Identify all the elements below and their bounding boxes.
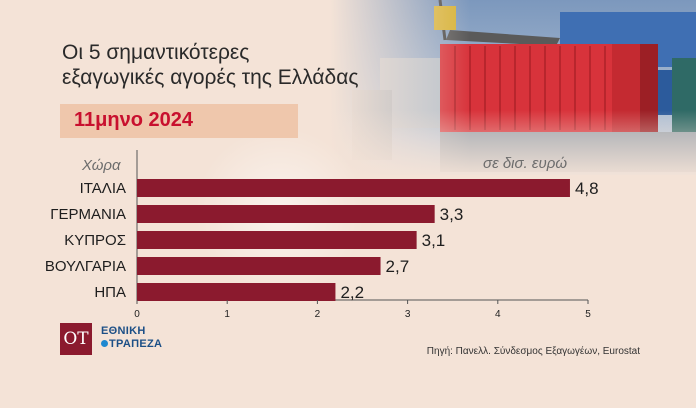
bank-logo: ΕΘΝΙΚΗ ΤΡΑΠΕΖΑ [101, 325, 162, 351]
category-label-1: ΙΤΑΛΙΑ [80, 180, 126, 197]
ot-logo-text: ΟΤ [63, 329, 89, 349]
bar-5 [137, 283, 336, 301]
ot-logo: ΟΤ [60, 323, 92, 355]
chart-title: Οι 5 σημαντικότερες εξαγωγικές αγορές τη… [62, 40, 402, 90]
value-label-2: 3,3 [440, 205, 464, 224]
x-tick-label-0: 0 [134, 309, 140, 320]
bar-2 [137, 205, 435, 223]
bank-logo-line-1: ΕΘΝΙΚΗ [101, 325, 146, 337]
value-label-5: 2,2 [340, 283, 364, 302]
chart-title-line-2: εξαγωγικές αγορές της Ελλάδας [62, 66, 359, 89]
x-tick-label-4: 4 [495, 309, 501, 320]
value-label-4: 2,7 [386, 257, 410, 276]
period-label: 11μηνο 2024 [74, 109, 193, 131]
value-label-1: 4,8 [575, 179, 599, 198]
bar-1 [137, 179, 570, 197]
bar-3 [137, 231, 417, 249]
category-header: Χώρα [81, 157, 121, 174]
x-tick-label-5: 5 [585, 309, 591, 320]
bar-4 [137, 257, 381, 275]
category-label-4: ΒΟΥΛΓΑΡΙΑ [45, 258, 126, 275]
source-note: Πηγή: Πανελλ. Σύνδεσμος Εξαγωγέων, Euros… [426, 346, 640, 357]
x-tick-label-2: 2 [315, 309, 321, 320]
x-tick-label-1: 1 [224, 309, 230, 320]
chart-title-line-1: Οι 5 σημαντικότερες [62, 41, 250, 64]
x-tick-label-3: 3 [405, 309, 411, 320]
unit-label: σε δισ. ευρώ [483, 155, 567, 172]
bank-logo-line-2: ΤΡΑΠΕΖΑ [109, 338, 163, 350]
value-label-3: 3,1 [422, 231, 446, 250]
category-label-2: ΓΕΡΜΑΝΙΑ [50, 206, 126, 223]
category-label-3: ΚΥΠΡΟΣ [64, 232, 126, 249]
bank-dot-icon [101, 340, 108, 347]
category-label-5: ΗΠΑ [94, 284, 126, 301]
period-banner: 11μηνο 2024 [60, 104, 298, 138]
